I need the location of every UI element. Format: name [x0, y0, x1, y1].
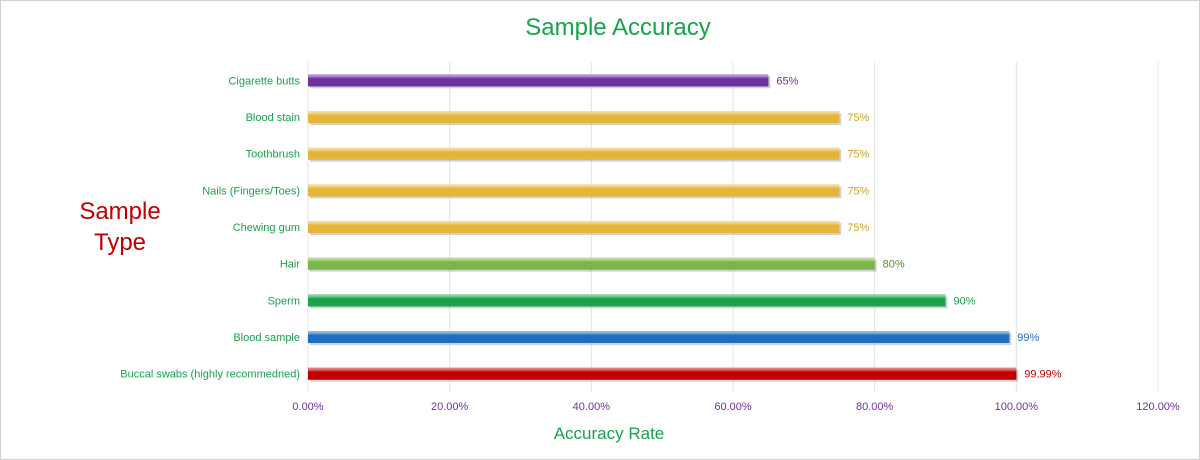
data-label: 65% — [776, 75, 798, 87]
category-label: Sperm — [268, 295, 300, 307]
bar-highlight — [308, 147, 840, 160]
category-label: Cigarette butts — [228, 75, 300, 87]
bars — [308, 74, 1019, 382]
data-label: 75% — [847, 149, 869, 161]
x-tick-label: 40.00% — [573, 401, 611, 413]
y-axis-title: Sample Type — [79, 198, 161, 256]
x-tick-label: 20.00% — [431, 401, 469, 413]
x-tick-label: 0.00% — [292, 401, 323, 413]
bar-highlight — [308, 184, 840, 197]
category-label: Blood sample — [233, 332, 300, 344]
category-label: Blood stain — [246, 112, 300, 124]
data-label: 99% — [1017, 332, 1039, 344]
x-tick-label: 100.00% — [995, 401, 1039, 413]
labels: 0.00% 20.00% 40.00% 60.00% 80.00% 100.00% 120.… — [120, 75, 1180, 413]
data-label: 80% — [883, 259, 905, 271]
data-label: 99.99% — [1024, 369, 1062, 381]
category-label: Hair — [280, 259, 301, 271]
bar-highlight — [308, 367, 1017, 380]
bar-highlight — [308, 74, 769, 87]
chart-title: Sample Accuracy — [525, 14, 711, 41]
category-label: Chewing gum — [233, 222, 300, 234]
bar-highlight — [308, 221, 840, 233]
data-label: 75% — [847, 222, 869, 234]
bar-highlight — [308, 294, 946, 307]
x-axis-title: Accuracy Rate — [553, 424, 665, 443]
x-tick-label: 120.00% — [1136, 401, 1180, 413]
data-label: 75% — [847, 185, 869, 197]
x-tick-label: 80.00% — [856, 401, 894, 413]
category-label: Toothbrush — [246, 149, 300, 161]
x-tick-label: 60.00% — [714, 401, 752, 413]
bar-highlight — [308, 257, 875, 270]
category-label: Buccal swabs (highly recommedned) — [120, 369, 300, 381]
category-label: Nails (Fingers/Toes) — [202, 185, 300, 197]
data-label: 90% — [954, 295, 976, 307]
bar-highlight — [308, 111, 840, 123]
data-label: 75% — [847, 112, 869, 124]
bar-highlight — [308, 331, 1010, 343]
